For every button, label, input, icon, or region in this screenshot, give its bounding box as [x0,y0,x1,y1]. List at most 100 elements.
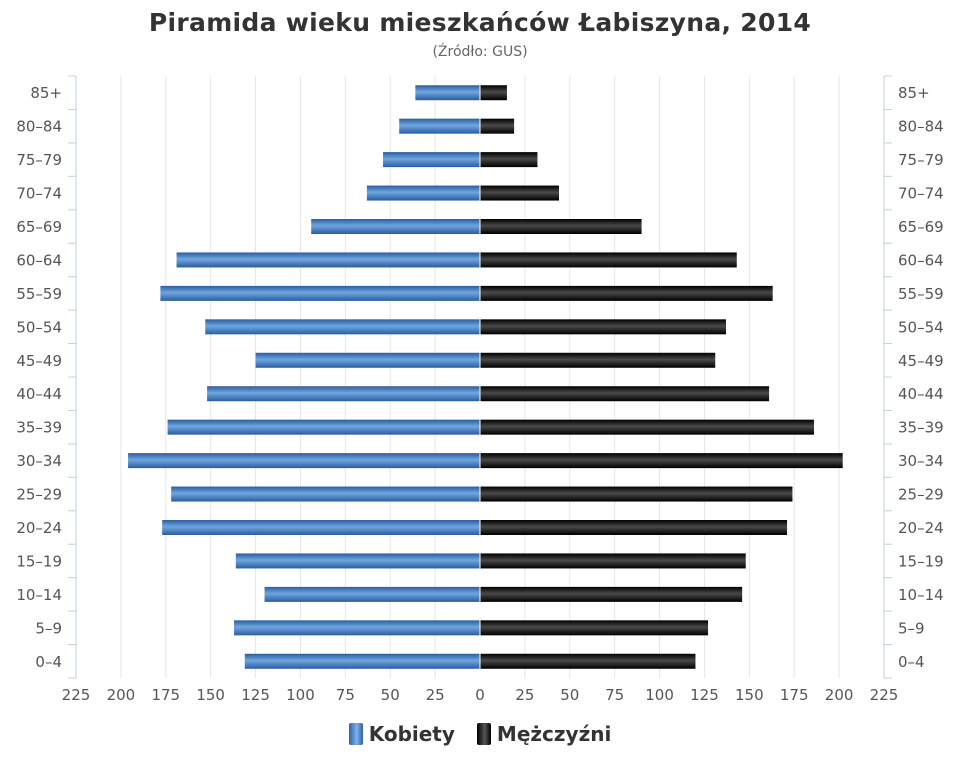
bar-mezczyzni [480,319,726,335]
y-category-label-right: 0–4 [898,653,925,671]
x-tick-label: 50 [560,686,579,704]
y-category-label-left: 20–24 [16,519,62,537]
y-category-label-right: 80–84 [898,118,944,136]
bar-mezczyzni [480,419,814,435]
bar-kobiety [167,419,480,435]
y-category-label-left: 75–79 [16,151,62,169]
y-category-label-left: 40–44 [16,385,62,403]
y-category-label-right: 55–59 [898,285,944,303]
x-tick-label: 150 [196,686,225,704]
y-category-label-right: 5–9 [898,619,925,637]
bar-kobiety [311,219,480,234]
y-category-label-left: 0–4 [35,653,62,671]
x-tick-label: 175 [780,686,809,704]
y-category-label-left: 15–19 [16,552,62,570]
y-category-label-right: 50–54 [898,318,944,336]
y-category-label-left: 65–69 [16,218,62,236]
y-category-label-left: 80–84 [16,118,62,136]
bar-mezczyzni [480,352,716,368]
bar-mezczyzni [480,185,560,201]
bar-mezczyzni [480,620,709,636]
bar-kobiety [128,453,480,469]
legend-swatch-men [476,723,491,745]
y-category-label-left: 50–54 [16,318,62,336]
x-tick-label: 175 [151,686,180,704]
y-category-label-right: 45–49 [898,352,944,370]
y-category-label-right: 85+ [898,84,930,102]
bar-mezczyzni [480,586,743,602]
y-category-label-left: 70–74 [16,185,62,203]
bar-mezczyzni [480,152,538,168]
y-category-label-right: 60–64 [898,251,944,269]
bar-kobiety [207,386,480,402]
y-category-label-left: 60–64 [16,251,62,269]
y-category-label-left: 35–39 [16,419,62,437]
y-category-label-right: 65–69 [898,218,944,236]
x-tick-label: 25 [515,686,534,704]
x-tick-label: 75 [336,686,355,704]
y-category-label-left: 5–9 [35,619,62,637]
bar-mezczyzni [480,520,788,535]
x-tick-label: 125 [690,686,719,704]
bar-kobiety [205,319,480,335]
y-category-label-right: 15–19 [898,552,944,570]
bar-kobiety [255,352,480,368]
bar-kobiety [171,486,481,502]
bar-kobiety [176,252,480,268]
legend-label-men: Mężczyźni [496,722,612,746]
chart-title: Piramida wieku mieszkańców Łabiszyna, 20… [148,8,812,37]
x-tick-label: 200 [107,686,136,704]
x-tick-label: 100 [645,686,674,704]
bar-kobiety [162,520,481,535]
bar-mezczyzni [480,486,793,502]
y-category-label-left: 25–29 [16,486,62,504]
bar-kobiety [235,553,480,569]
bar-kobiety [264,586,480,602]
y-category-label-left: 45–49 [16,352,62,370]
bar-mezczyzni [480,653,696,669]
x-tick-label: 125 [241,686,270,704]
x-tick-label: 225 [870,686,899,704]
legend-item-men[interactable]: Mężczyźni [476,722,612,746]
x-tick-label: 75 [605,686,624,704]
x-tick-label: 50 [381,686,400,704]
y-category-label-right: 30–34 [898,452,944,470]
y-category-label-left: 10–14 [16,586,62,604]
x-tick-label: 100 [286,686,315,704]
bar-kobiety [399,118,480,134]
y-category-label-left: 85+ [30,84,62,102]
legend-item-women[interactable]: Kobiety [348,722,455,746]
y-category-label-right: 25–29 [898,486,944,504]
y-category-label-right: 70–74 [898,185,944,203]
bar-kobiety [234,620,480,636]
y-category-label-right: 40–44 [898,385,944,403]
legend-label-women: Kobiety [368,722,455,746]
bar-mezczyzni [480,553,746,569]
y-category-label-right: 10–14 [898,586,944,604]
bar-kobiety [366,185,480,201]
bar-kobiety [244,653,480,669]
chart-legend: Kobiety Mężczyźni [0,722,960,746]
x-tick-label: 200 [825,686,854,704]
bar-kobiety [383,152,480,168]
bar-mezczyzni [480,453,843,469]
x-tick-label: 150 [735,686,764,704]
bar-kobiety [160,285,480,301]
x-tick-label: 225 [62,686,91,704]
x-tick-label: 25 [426,686,445,704]
legend-swatch-women [348,723,363,745]
bar-mezczyzni [480,285,773,301]
y-category-label-left: 55–59 [16,285,62,303]
y-category-label-right: 20–24 [898,519,944,537]
y-category-label-right: 35–39 [898,419,944,437]
bar-mezczyzni [480,386,770,402]
x-tick-label: 0 [475,686,485,704]
bar-mezczyzni [480,219,642,234]
y-category-label-left: 30–34 [16,452,62,470]
bar-mezczyzni [480,85,507,101]
bar-kobiety [415,85,480,101]
bar-mezczyzni [480,252,737,268]
chart-subtitle: (Źródło: GUS) [432,44,528,60]
bar-mezczyzni [480,118,515,134]
